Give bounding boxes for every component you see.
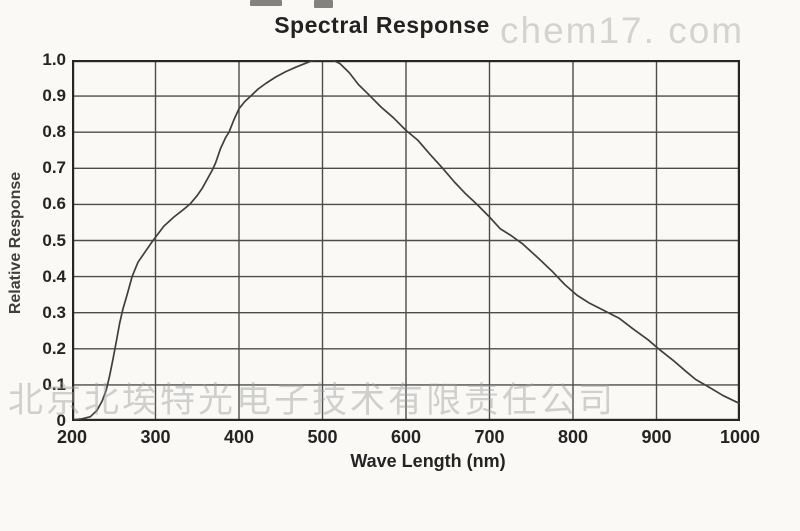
x-tick-label: 300 — [140, 427, 171, 447]
x-tick-label: 1000 — [719, 427, 761, 447]
x-tick-label: 900 — [641, 427, 672, 447]
chart-title: Spectral Response — [274, 12, 490, 38]
y-tick-label: 0.3 — [42, 302, 66, 322]
plot-frame — [72, 60, 740, 421]
plot-area — [72, 60, 740, 421]
y-axis-title: Relative Response — [7, 171, 24, 315]
y-tick-label: 0.5 — [42, 230, 66, 250]
cropped-text-fragment — [250, 0, 282, 6]
y-tick-label: 0.7 — [42, 158, 66, 178]
watermark-chem17: chem17. com — [500, 10, 745, 51]
cropped-text-fragment — [314, 0, 333, 8]
x-tick-label: 400 — [223, 427, 255, 447]
y-tick-label: 0.2 — [42, 338, 66, 358]
x-tick-label: 600 — [390, 427, 422, 447]
y-tick-label: 0.4 — [42, 266, 66, 286]
x-tick-label: 800 — [557, 427, 589, 447]
watermark-company-name: 北京北埃特光电子技术有限责任公司 — [8, 381, 617, 420]
y-tick-label: 0.8 — [42, 122, 66, 142]
y-tick-label: 1.0 — [42, 50, 66, 69]
y-tick-label: 0 — [56, 411, 66, 430]
y-tick-label: 0.1 — [42, 374, 66, 394]
y-tick-label: 0.9 — [42, 86, 66, 106]
x-tick-label: 200 — [56, 427, 88, 447]
x-axis-title: Wave Length (nm) — [350, 451, 506, 471]
y-tick-label: 0.6 — [42, 194, 66, 214]
response-curve — [74, 60, 740, 421]
x-tick-label: 500 — [307, 427, 338, 447]
x-tick-label: 700 — [474, 427, 505, 447]
